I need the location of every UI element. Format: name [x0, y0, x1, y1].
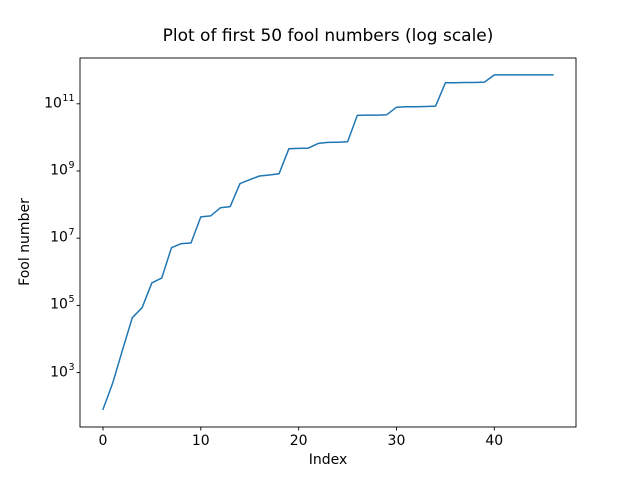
x-tick-label: 10	[191, 433, 210, 449]
x-axis-label: Index	[308, 452, 348, 468]
axes-frame	[79, 57, 577, 428]
x-tick-label: 20	[289, 433, 308, 449]
y-tick-label: 109	[50, 159, 75, 179]
chart-title: Plot of first 50 fool numbers (log scale…	[162, 26, 494, 46]
x-tick-label: 0	[98, 433, 108, 449]
data-line	[102, 74, 554, 411]
y-tick-label: 1011	[44, 92, 75, 112]
y-tick-label: 107	[50, 227, 75, 246]
x-tick-label: 40	[485, 433, 504, 449]
y-axis-label: Fool number	[17, 198, 33, 286]
y-tick-label: 105	[50, 294, 75, 314]
y-tick-label: 103	[50, 361, 75, 381]
x-tick-label: 30	[387, 433, 406, 449]
